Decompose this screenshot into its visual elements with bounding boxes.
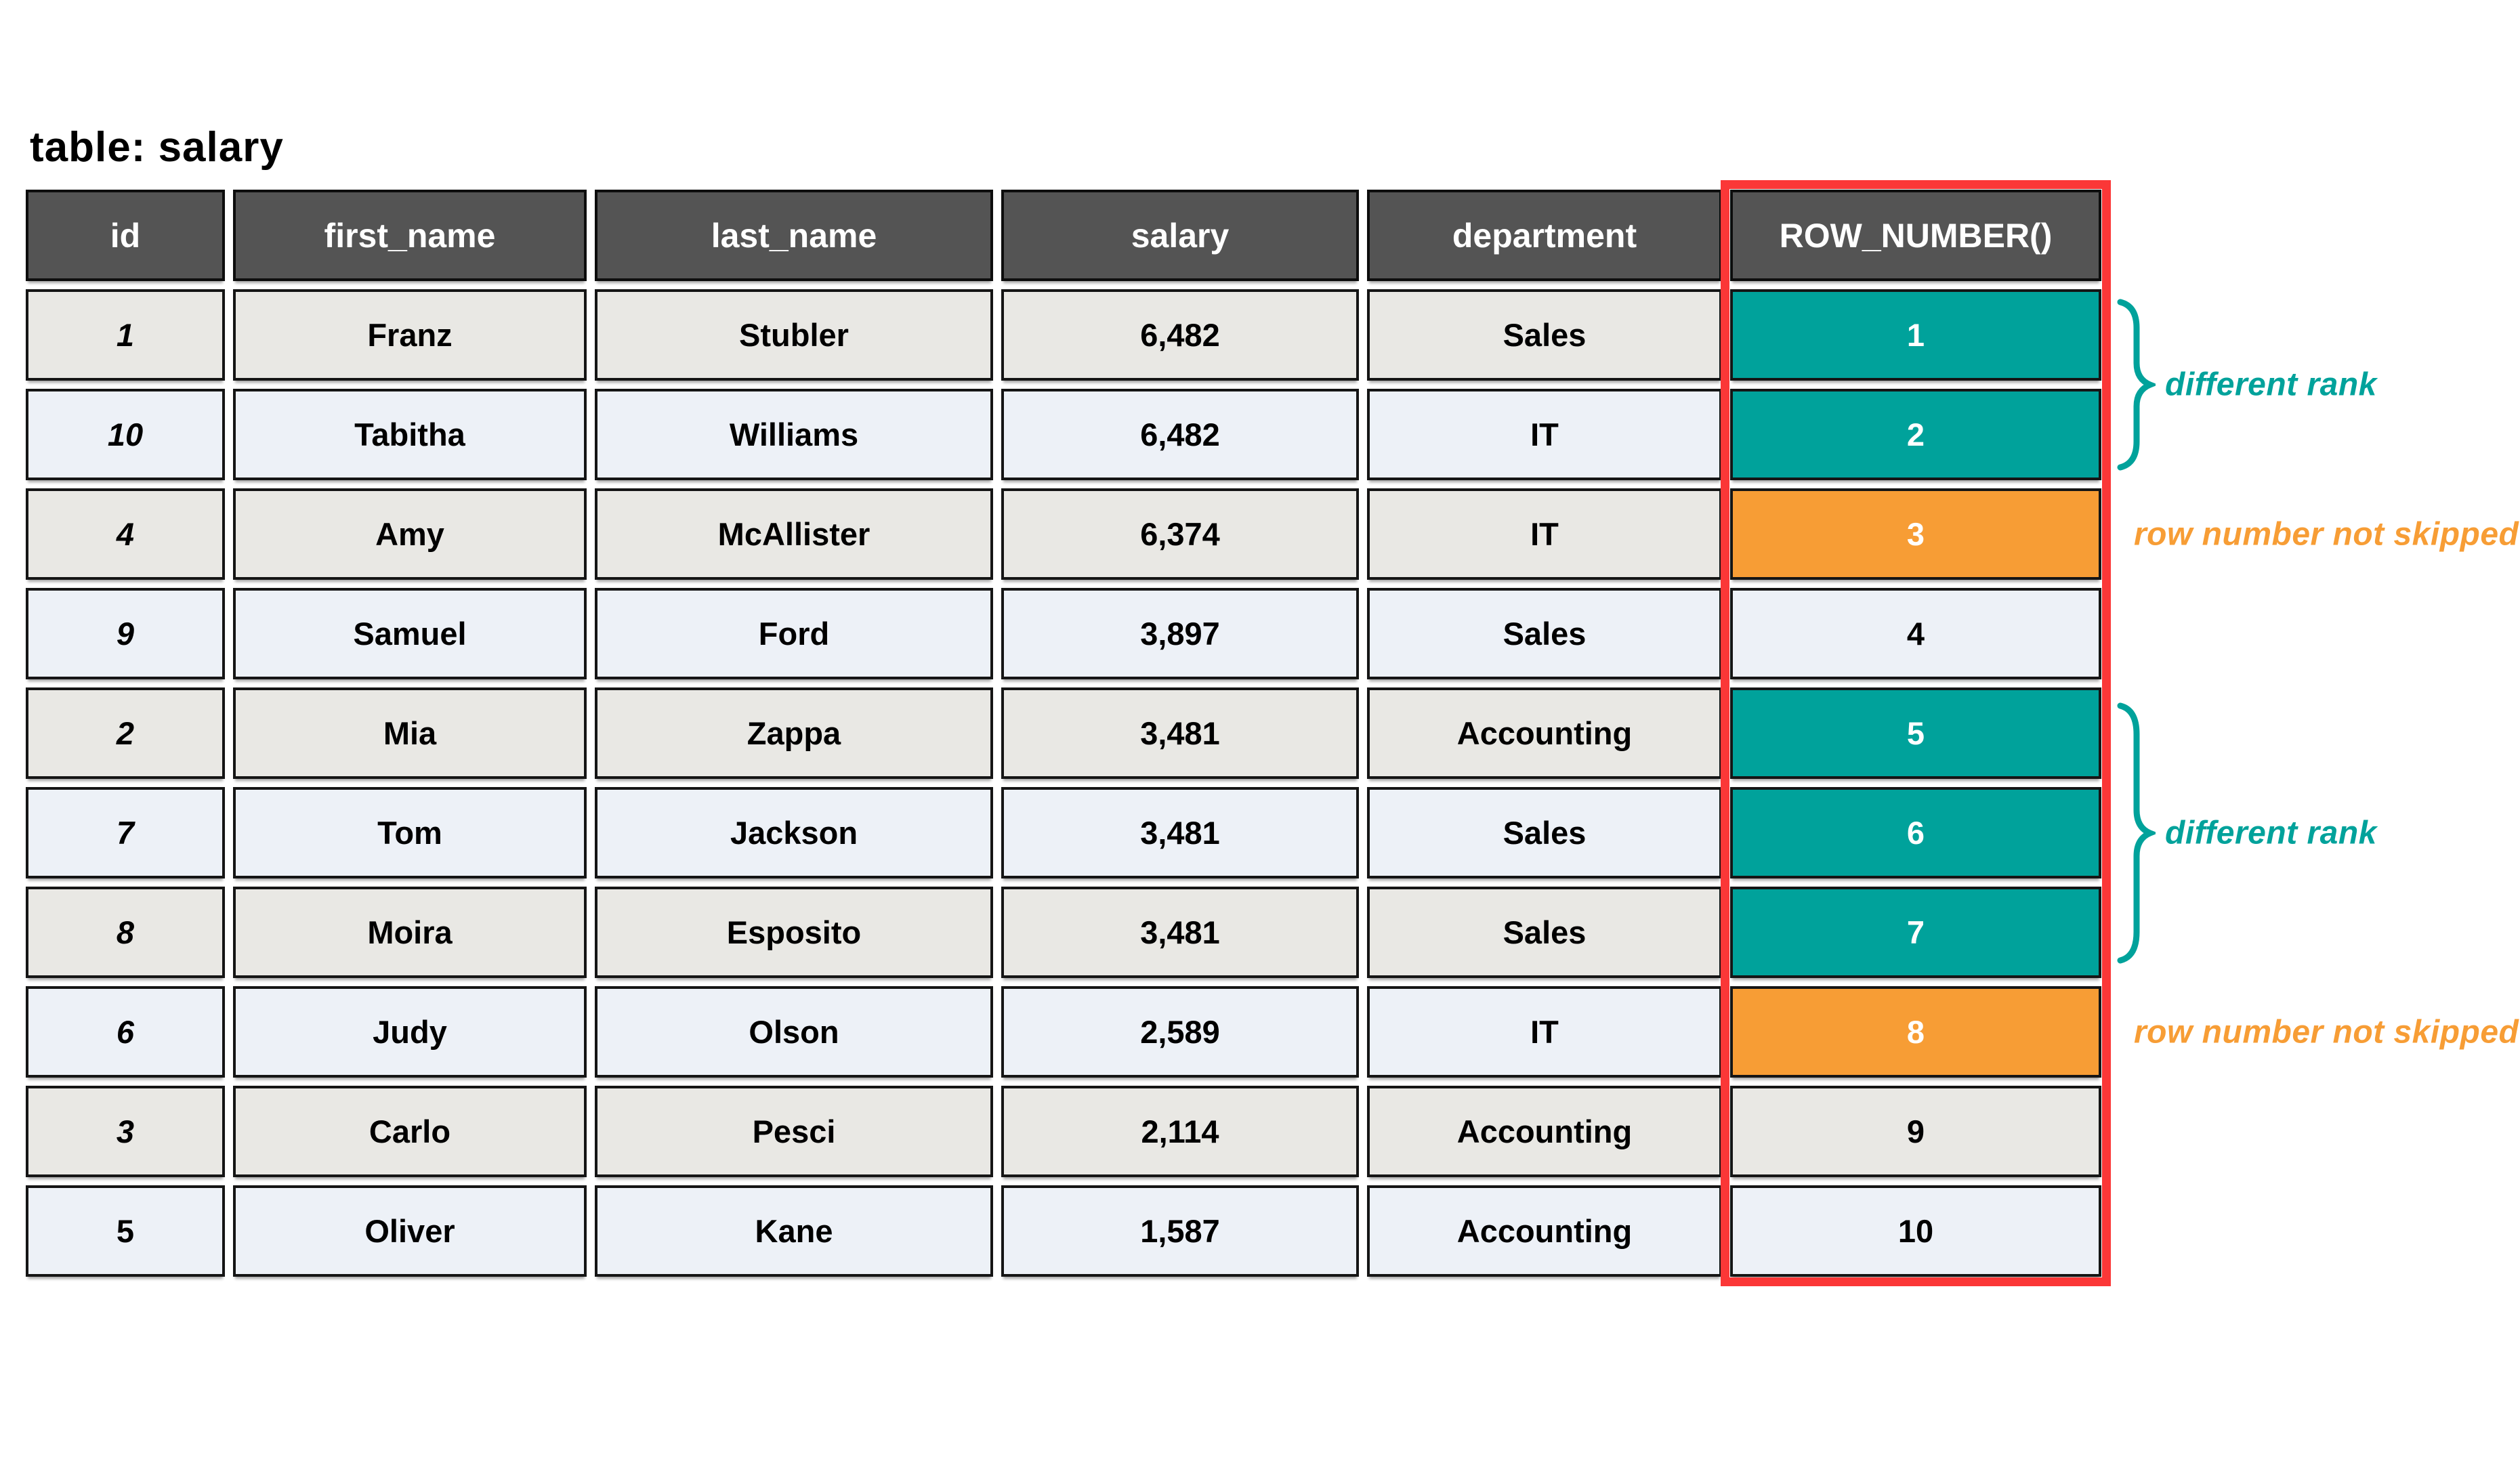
table-cell-id: 6 xyxy=(26,986,225,1078)
rownum-cell: 9 xyxy=(1730,1086,2101,1177)
table-cell-last-name: Olson xyxy=(595,986,993,1078)
table-cell-first-name: Mia xyxy=(233,687,587,779)
table-cell-last-name: Williams xyxy=(595,389,993,480)
table-cell-department: Sales xyxy=(1367,588,1722,679)
table-cell-department: IT xyxy=(1367,488,1722,580)
table-cell-last-name: Stubler xyxy=(595,289,993,381)
header-cell-id: id xyxy=(26,190,225,281)
rownum-cell: 2 xyxy=(1730,389,2101,480)
table-cell-department: Accounting xyxy=(1367,1185,1722,1277)
table-cell-salary: 3,481 xyxy=(1001,787,1359,878)
table-cell-first-name: Franz xyxy=(233,289,587,381)
table-cell-first-name: Amy xyxy=(233,488,587,580)
table-cell-id: 5 xyxy=(26,1185,225,1277)
table-cell-salary: 2,589 xyxy=(1001,986,1359,1078)
table-cell-id: 10 xyxy=(26,389,225,480)
table-cell-department: Sales xyxy=(1367,289,1722,381)
table-cell-first-name: Tom xyxy=(233,787,587,878)
annotation-different-rank: different rank xyxy=(2165,366,2377,403)
rownum-cell: 1 xyxy=(1730,289,2101,381)
page-title: table: salary xyxy=(30,124,284,171)
table-cell-department: Sales xyxy=(1367,887,1722,978)
table-cell-first-name: Tabitha xyxy=(233,389,587,480)
rownum-cell: 5 xyxy=(1730,687,2101,779)
table-cell-first-name: Oliver xyxy=(233,1185,587,1277)
table-cell-salary: 3,897 xyxy=(1001,588,1359,679)
table-cell-id: 1 xyxy=(26,289,225,381)
header-cell-row-number: ROW_NUMBER() xyxy=(1730,190,2101,281)
table-cell-last-name: Ford xyxy=(595,588,993,679)
table-cell-first-name: Carlo xyxy=(233,1086,587,1177)
rownum-cell: 7 xyxy=(1730,887,2101,978)
header-cell-first-name: first_name xyxy=(233,190,587,281)
table-cell-id: 7 xyxy=(26,787,225,878)
table-cell-salary: 3,481 xyxy=(1001,687,1359,779)
table-cell-first-name: Samuel xyxy=(233,588,587,679)
table-cell-salary: 6,482 xyxy=(1001,289,1359,381)
table-cell-last-name: Jackson xyxy=(595,787,993,878)
table-cell-salary: 1,587 xyxy=(1001,1185,1359,1277)
table-cell-salary: 6,482 xyxy=(1001,389,1359,480)
salary-table: id first_name last_name salary departmen… xyxy=(26,190,2101,1277)
table-cell-last-name: Zappa xyxy=(595,687,993,779)
table-cell-department: Accounting xyxy=(1367,1086,1722,1177)
table-cell-last-name: McAllister xyxy=(595,488,993,580)
table-cell-first-name: Moira xyxy=(233,887,587,978)
table-cell-last-name: Kane xyxy=(595,1185,993,1277)
table-cell-last-name: Pesci xyxy=(595,1086,993,1177)
curly-brace-icon xyxy=(2117,299,2156,471)
rownum-cell: 6 xyxy=(1730,787,2101,878)
table-cell-id: 9 xyxy=(26,588,225,679)
rownum-cell: 10 xyxy=(1730,1185,2101,1277)
table-cell-department: Accounting xyxy=(1367,687,1722,779)
header-cell-last-name: last_name xyxy=(595,190,993,281)
rownum-cell: 4 xyxy=(1730,588,2101,679)
annotation-row-number-not-skipped: row number not skipped xyxy=(2134,516,2519,553)
annotation-different-rank: different rank xyxy=(2165,815,2377,851)
table-cell-salary: 3,481 xyxy=(1001,887,1359,978)
table-cell-id: 2 xyxy=(26,687,225,779)
header-cell-salary: salary xyxy=(1001,190,1359,281)
table-cell-department: IT xyxy=(1367,389,1722,480)
table-cell-id: 8 xyxy=(26,887,225,978)
table-cell-last-name: Esposito xyxy=(595,887,993,978)
table-cell-salary: 2,114 xyxy=(1001,1086,1359,1177)
table-cell-department: Sales xyxy=(1367,787,1722,878)
table-cell-first-name: Judy xyxy=(233,986,587,1078)
table-cell-id: 3 xyxy=(26,1086,225,1177)
curly-brace-icon xyxy=(2117,702,2156,964)
table-cell-salary: 6,374 xyxy=(1001,488,1359,580)
table-cell-department: IT xyxy=(1367,986,1722,1078)
header-cell-department: department xyxy=(1367,190,1722,281)
table-cell-id: 4 xyxy=(26,488,225,580)
rownum-cell: 3 xyxy=(1730,488,2101,580)
rownum-cell: 8 xyxy=(1730,986,2101,1078)
annotation-row-number-not-skipped: row number not skipped xyxy=(2134,1014,2519,1051)
